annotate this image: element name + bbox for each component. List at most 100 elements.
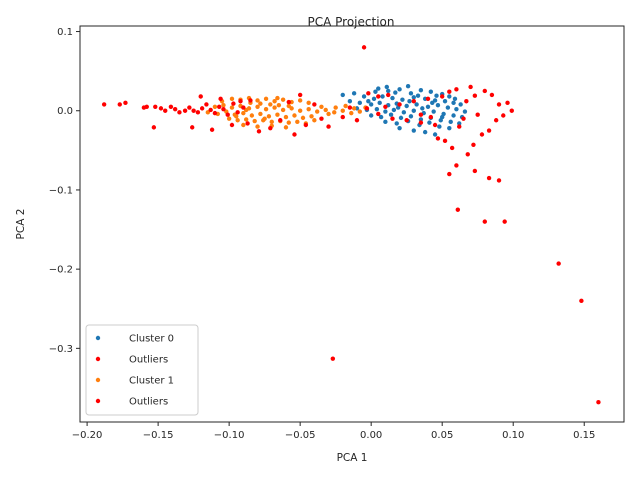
chart-title: PCA Projection — [308, 15, 395, 29]
series-0-point — [401, 110, 407, 115]
series-1-point — [475, 112, 480, 117]
legend-label: Cluster 0 — [129, 334, 174, 345]
series-1-point — [479, 132, 485, 137]
series-2-point — [272, 105, 277, 110]
series-2-point — [234, 114, 239, 119]
series-1-point — [435, 136, 441, 141]
series-1-point — [596, 400, 601, 405]
series-2-point — [297, 98, 303, 103]
series-1-point — [330, 356, 336, 361]
series-3-point — [187, 105, 192, 110]
series-0-point — [418, 117, 424, 122]
series-0-point — [405, 83, 411, 89]
series-0-point — [442, 99, 448, 104]
series-1-point — [482, 219, 487, 224]
series-0-point — [384, 84, 389, 90]
series-0-point — [376, 86, 381, 91]
series-0-point — [361, 94, 367, 99]
series-2-point — [326, 111, 331, 117]
series-3-point — [217, 104, 222, 109]
series-0-point — [411, 108, 416, 113]
series-1-point — [439, 94, 445, 99]
series-0-point — [458, 102, 463, 107]
series-1-point — [472, 93, 478, 98]
series-0-point — [432, 132, 438, 137]
y-tick-label: 0.0 — [57, 106, 73, 117]
series-0-point — [368, 102, 374, 107]
series-1-point — [471, 142, 476, 147]
series-1-point — [366, 91, 371, 96]
series-0-point — [451, 100, 456, 106]
series-2-point — [333, 105, 338, 110]
series-3-point — [191, 108, 196, 113]
series-3-point — [158, 106, 164, 111]
series-0-point — [394, 121, 399, 126]
y-tick-label: −0.3 — [49, 344, 73, 355]
series-1-point — [447, 89, 452, 94]
series-1-point — [432, 122, 438, 128]
series-3-point — [151, 125, 157, 130]
x-tick-label: −0.15 — [143, 430, 174, 441]
series-0-point — [452, 96, 458, 102]
series-3-point — [168, 104, 174, 109]
series-0-point — [408, 91, 414, 96]
series-2-point — [306, 106, 311, 112]
series-3 — [101, 92, 370, 137]
series-0-point — [368, 113, 374, 118]
series-0-point — [435, 103, 441, 108]
x-tick-label: 0.05 — [431, 430, 453, 441]
x-tick-label: −0.10 — [214, 430, 245, 441]
series-3-point — [177, 110, 182, 115]
series-1-point — [397, 102, 402, 107]
series-1-point — [486, 175, 492, 181]
series-2-point — [295, 119, 300, 125]
series-1-point — [454, 87, 459, 92]
series-2-point — [292, 113, 297, 118]
series-2-point — [319, 104, 324, 109]
series-2-point — [275, 112, 280, 117]
series-1-point — [418, 120, 424, 125]
series-0-point — [447, 94, 452, 99]
series-0-point — [408, 114, 414, 119]
series-3-point — [199, 106, 205, 111]
series-1-point — [447, 171, 452, 177]
legend-label: Outliers — [129, 397, 168, 408]
series-2-point — [255, 104, 260, 109]
series-3-point — [340, 114, 345, 120]
legend-marker — [95, 377, 101, 383]
series-1-point — [472, 168, 478, 174]
series-2-point — [255, 98, 260, 103]
series-1-point — [496, 178, 502, 183]
series-2-point — [263, 106, 269, 112]
series-3-point — [229, 122, 235, 128]
series-2-point — [258, 101, 263, 106]
series-0-point — [390, 95, 395, 101]
series-3-point — [123, 100, 128, 106]
series-2-point — [280, 97, 286, 102]
series-2-point — [349, 110, 354, 116]
series-0-point — [347, 99, 353, 104]
series-2-point — [280, 107, 286, 113]
series-2-point — [357, 109, 363, 114]
series-1-point — [496, 102, 502, 107]
series-2-point — [268, 102, 273, 107]
series-0-point — [420, 106, 425, 111]
series-3-point — [212, 110, 218, 116]
series-0-point — [398, 115, 404, 121]
series-0-point — [407, 99, 412, 104]
series-2-point — [269, 119, 274, 125]
series-3-point — [286, 99, 291, 105]
series-3-point — [190, 125, 195, 130]
series-0-point — [397, 125, 402, 131]
series-0-point — [400, 97, 405, 102]
series-3-point — [297, 92, 303, 98]
series-3-point — [312, 102, 317, 107]
series-2-point — [263, 96, 269, 102]
series-0-point — [428, 89, 434, 94]
series-3-point — [241, 105, 246, 110]
series-0-point — [391, 107, 397, 113]
series-0-point — [439, 114, 445, 120]
series-3-point — [347, 105, 353, 110]
series-3-point — [256, 129, 262, 134]
series-2-point — [276, 103, 282, 108]
